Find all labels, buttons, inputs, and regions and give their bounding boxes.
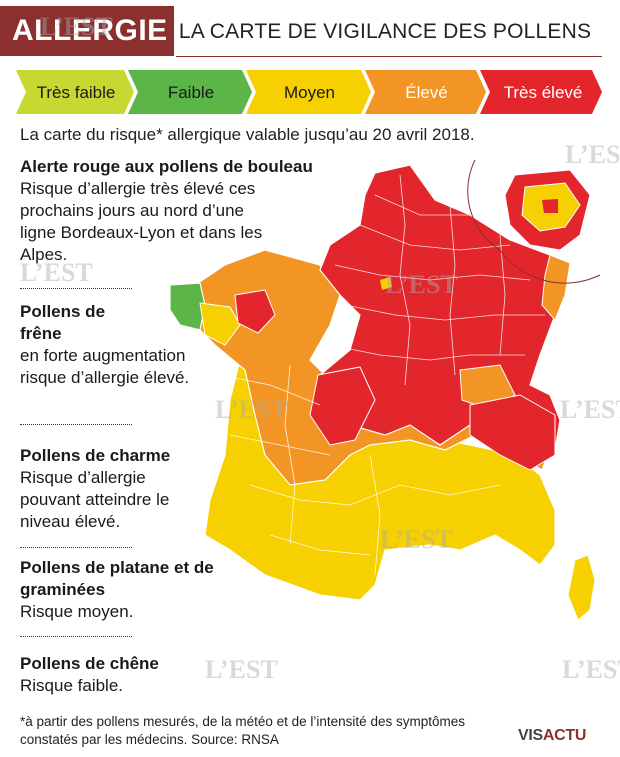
logo-part-1: VIS	[518, 727, 543, 744]
region-brittany-medium	[199, 302, 241, 346]
inset-paris-dot	[542, 199, 558, 213]
legend-swatch-high	[365, 70, 486, 114]
header-divider	[176, 56, 602, 57]
region-corsica-medium	[567, 554, 596, 621]
legend-swatch-medium	[246, 70, 371, 114]
separator	[20, 288, 132, 289]
legend-label-high: Élevé	[405, 82, 448, 102]
legend-label-medium: Moyen	[283, 82, 336, 102]
separator	[20, 636, 132, 637]
logo-part-2: ACTU	[542, 727, 587, 744]
footnote: *à partir des pollens mesurés, de la mét…	[20, 714, 465, 747]
region-brittany-very-high	[234, 289, 276, 334]
region-alsace-high	[541, 254, 571, 321]
block-plane-grasses-title: Pollens de platane et de graminées	[20, 558, 214, 599]
block-birch: Alerte rouge aux pollens de bouleau Risq…	[20, 156, 313, 266]
block-plane-grasses: Pollens de platane et de graminées Risqu…	[20, 557, 290, 623]
region-brittany-low	[170, 282, 206, 331]
legend-arrows	[16, 70, 602, 114]
separator	[20, 424, 132, 425]
block-hornbeam-text: Risque d’allergie pouvant atteindre le n…	[20, 468, 170, 531]
block-oak-text: Risque faible.	[20, 676, 124, 695]
block-oak: Pollens de chêne Risque faible.	[20, 653, 290, 697]
block-birch-text: Risque d’allergie très élevé ces prochai…	[20, 179, 263, 264]
france-pollen-map	[170, 159, 601, 621]
watermark: L’EST	[380, 525, 453, 554]
legend-swatch-low	[128, 70, 252, 114]
watermark: L’EST	[215, 395, 288, 424]
block-birch-title: Alerte rouge aux pollens de bouleau	[20, 157, 313, 176]
watermark: L’EST	[40, 12, 113, 41]
risk-legend: Très faible Faible Moyen Élevé Très élev…	[16, 70, 602, 114]
block-hornbeam: Pollens de charme Risque d’allergie pouv…	[20, 445, 290, 533]
separator	[20, 547, 132, 548]
legend-swatch-very-high	[480, 70, 602, 114]
watermark: L’EST	[20, 258, 93, 287]
legend-label-very-high: Très élevé	[503, 82, 583, 102]
watermark: L’EST	[205, 655, 278, 684]
visactu-logo: VISACTU	[518, 727, 586, 745]
department-borders	[219, 174, 545, 576]
block-oak-title: Pollens de chêne	[20, 654, 159, 673]
legend-label-very-low: Très faible	[36, 82, 116, 102]
legend-label-low: Faible	[167, 82, 215, 102]
watermark: L’EST	[565, 140, 620, 169]
block-ash-text: en forte augmentation risque d’allergie …	[20, 346, 190, 387]
legend-swatch-very-low	[16, 70, 134, 114]
watermark: L’EST	[560, 395, 620, 424]
paris-marker	[380, 277, 392, 290]
section-tag: ALLERGIE	[0, 6, 174, 56]
inset-arc	[467, 159, 601, 284]
intro-text: La carte du risque* allergique valable j…	[20, 125, 475, 144]
block-plane-grasses-text: Risque moyen.	[20, 602, 134, 621]
region-alps-very-high	[469, 394, 556, 471]
watermark: L’EST	[385, 270, 458, 299]
watermark: L’EST	[562, 655, 620, 684]
region-center-very-high	[309, 366, 376, 446]
page-title: LA CARTE DE VIGILANCE DES POLLENS	[178, 20, 592, 43]
block-ash: Pollens de frêne en forte augmentation r…	[20, 301, 290, 389]
block-ash-title: Pollens de frêne	[20, 302, 106, 343]
block-hornbeam-title: Pollens de charme	[20, 446, 171, 465]
